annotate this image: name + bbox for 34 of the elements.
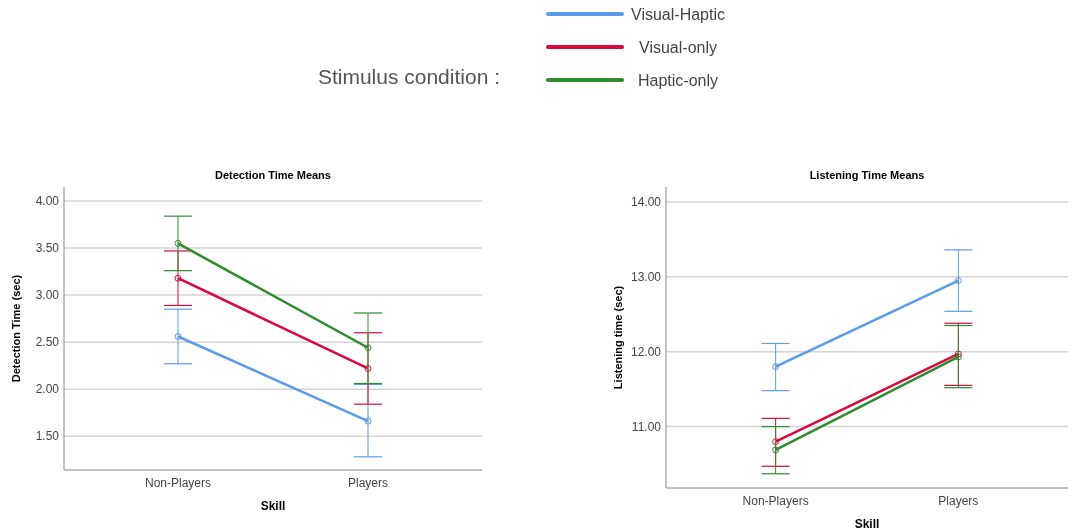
point xyxy=(772,438,780,446)
y-tick-label: 14.00 xyxy=(630,195,662,210)
point xyxy=(364,364,372,372)
chart-title: Detection Time Means xyxy=(215,169,331,181)
x-tick-label: Non-Players xyxy=(144,476,212,490)
y-tick-label: 2.00 xyxy=(35,382,60,397)
point xyxy=(174,274,182,282)
point xyxy=(364,417,372,425)
legend-label: Visual-Haptic xyxy=(631,5,725,23)
y-tick-label: 12.00 xyxy=(630,344,662,359)
point xyxy=(954,277,962,285)
x-axis-title: Skill xyxy=(854,517,880,531)
point xyxy=(772,363,780,371)
x-tick-label: Players xyxy=(347,476,389,490)
x-axis-title: Skill xyxy=(260,499,286,513)
y-tick-label: 13.00 xyxy=(630,270,662,285)
y-tick-label: 4.00 xyxy=(35,194,60,209)
x-tick-label: Players xyxy=(938,494,979,508)
point xyxy=(174,332,182,340)
point xyxy=(174,239,182,247)
y-tick-label: 3.50 xyxy=(35,241,60,256)
y-axis-title: Listening time (sec) xyxy=(612,285,624,390)
legend-title: Stimulus condition : xyxy=(317,65,500,88)
chart-title: Listening Time Means xyxy=(809,169,925,181)
y-tick-label: 2.50 xyxy=(35,335,60,350)
legend-label: Visual-only xyxy=(639,38,717,56)
y-tick-label: 1.50 xyxy=(35,429,60,444)
y-tick-label: 11.00 xyxy=(631,419,662,434)
legend-label: Haptic-only xyxy=(637,71,719,89)
x-tick-label: Non-Players xyxy=(742,494,809,508)
y-tick-label: 3.00 xyxy=(35,288,60,303)
point xyxy=(772,446,780,454)
point xyxy=(364,344,372,352)
y-axis-title: Detection Time (sec) xyxy=(10,274,22,383)
